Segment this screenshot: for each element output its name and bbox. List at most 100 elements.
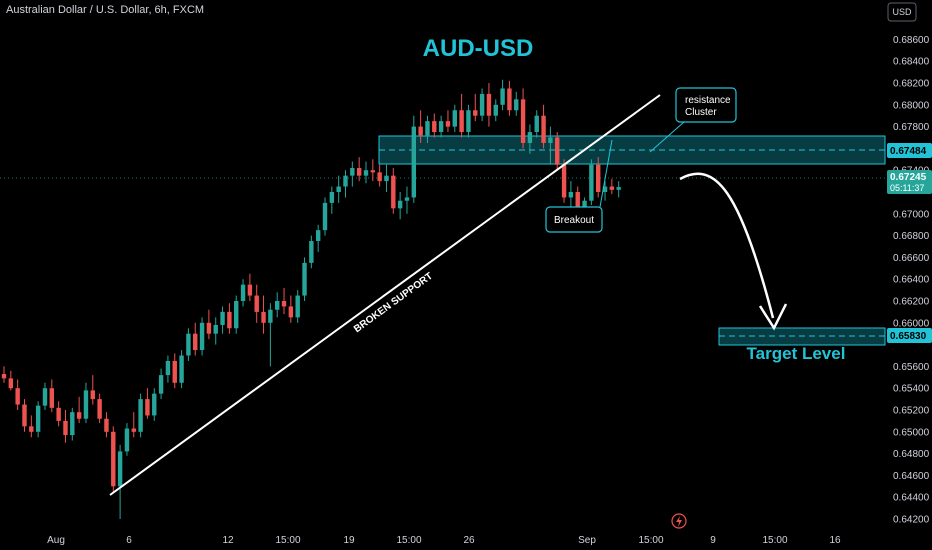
candle xyxy=(391,168,396,214)
candle xyxy=(90,375,95,405)
price-tick-label: 0.65400 xyxy=(893,384,930,395)
resistance-callout-line1: resistance xyxy=(685,95,731,106)
candle xyxy=(152,388,157,421)
candle xyxy=(111,426,116,492)
candle-body xyxy=(445,121,451,127)
candle-body xyxy=(275,301,280,310)
candle-body xyxy=(63,420,68,436)
candle-body xyxy=(8,378,14,389)
time-tick-label: Sep xyxy=(578,535,596,546)
candle-body xyxy=(438,121,444,133)
currency-button[interactable] xyxy=(887,2,917,22)
candle xyxy=(534,110,539,138)
candle-body xyxy=(520,99,526,143)
candle xyxy=(124,423,130,456)
candle xyxy=(356,157,362,182)
time-tick-label: 12 xyxy=(222,535,234,546)
candle xyxy=(35,401,41,438)
candle xyxy=(138,393,143,438)
candle-body xyxy=(452,110,457,127)
target-price-tag xyxy=(887,328,932,343)
candle-body xyxy=(589,164,594,201)
time-tick-label: 16 xyxy=(829,535,841,546)
candle-body xyxy=(350,168,355,176)
candle xyxy=(315,224,321,252)
candle xyxy=(247,273,253,301)
candle xyxy=(42,382,48,410)
candle xyxy=(343,170,348,198)
candle xyxy=(397,192,403,220)
breakout-callout-box xyxy=(545,206,603,233)
broken-support-label: BROKEN SUPPORT xyxy=(352,271,435,335)
candle-body xyxy=(288,306,294,318)
candle xyxy=(329,186,335,214)
candle xyxy=(193,322,198,356)
candle-body xyxy=(199,322,205,351)
candle xyxy=(507,80,512,116)
candle xyxy=(432,113,437,138)
price-tick-label: 0.66800 xyxy=(893,231,930,242)
candle-body xyxy=(76,412,82,419)
candle xyxy=(548,126,553,165)
time-axis[interactable]: Aug 6 12 15:00 19 15:00 26 Sep 15:00 9 15:00 16 xyxy=(47,535,841,546)
candle-body xyxy=(575,192,580,214)
projection-arrowhead xyxy=(758,303,788,331)
candle xyxy=(158,368,164,400)
candle-body xyxy=(391,175,396,209)
candle xyxy=(350,161,355,187)
price-tick-label: 0.65200 xyxy=(893,406,930,417)
candle xyxy=(227,303,232,334)
lightning-icon[interactable] xyxy=(671,513,687,529)
candle-body xyxy=(83,390,89,419)
candle xyxy=(411,115,416,203)
candle-body xyxy=(206,322,212,334)
time-tick-label: 9 xyxy=(710,535,716,546)
candle xyxy=(555,132,560,171)
candle-body xyxy=(548,137,553,143)
broken-support-trendline[interactable] xyxy=(109,94,661,496)
candle-body xyxy=(193,333,198,351)
candle-body xyxy=(220,311,225,325)
candle xyxy=(179,350,184,389)
time-tick-label: 6 xyxy=(126,535,132,546)
candle-body xyxy=(336,186,341,192)
resistance-callout-line2: Cluster xyxy=(685,107,717,118)
candle xyxy=(49,379,55,413)
candle xyxy=(15,379,20,410)
price-tick-label: 0.64200 xyxy=(893,515,930,526)
target-level-label: Target Level xyxy=(747,344,846,363)
candle xyxy=(117,444,123,519)
price-axis[interactable]: 0.686000.684000.682000.680000.678000.676… xyxy=(893,35,930,526)
candle xyxy=(486,83,492,127)
candle xyxy=(76,396,82,424)
candle-body xyxy=(384,175,389,182)
candle-body xyxy=(493,104,498,116)
candle xyxy=(206,309,212,340)
candle-body xyxy=(473,110,478,116)
candle-body xyxy=(179,355,184,383)
candle-body xyxy=(247,284,253,296)
candle xyxy=(213,317,218,345)
candle xyxy=(596,157,601,198)
candle-body xyxy=(138,399,143,432)
candle-body xyxy=(377,172,382,182)
candle xyxy=(425,115,430,143)
candle-body xyxy=(370,170,376,173)
candle-body xyxy=(534,115,539,133)
candle xyxy=(493,99,498,122)
chart-title: AUD-USD xyxy=(423,35,534,62)
candle-body xyxy=(541,115,546,143)
candle-body xyxy=(56,407,61,421)
last-price-tag xyxy=(887,170,932,194)
candle xyxy=(377,164,382,187)
time-tick-label: 19 xyxy=(343,535,355,546)
candle-body xyxy=(29,426,34,432)
candle xyxy=(322,197,328,236)
candle xyxy=(459,93,464,138)
price-tick-label: 0.67000 xyxy=(893,209,930,220)
price-tick-label: 0.64800 xyxy=(893,449,930,460)
candle xyxy=(56,401,61,427)
candle-body xyxy=(124,428,130,452)
